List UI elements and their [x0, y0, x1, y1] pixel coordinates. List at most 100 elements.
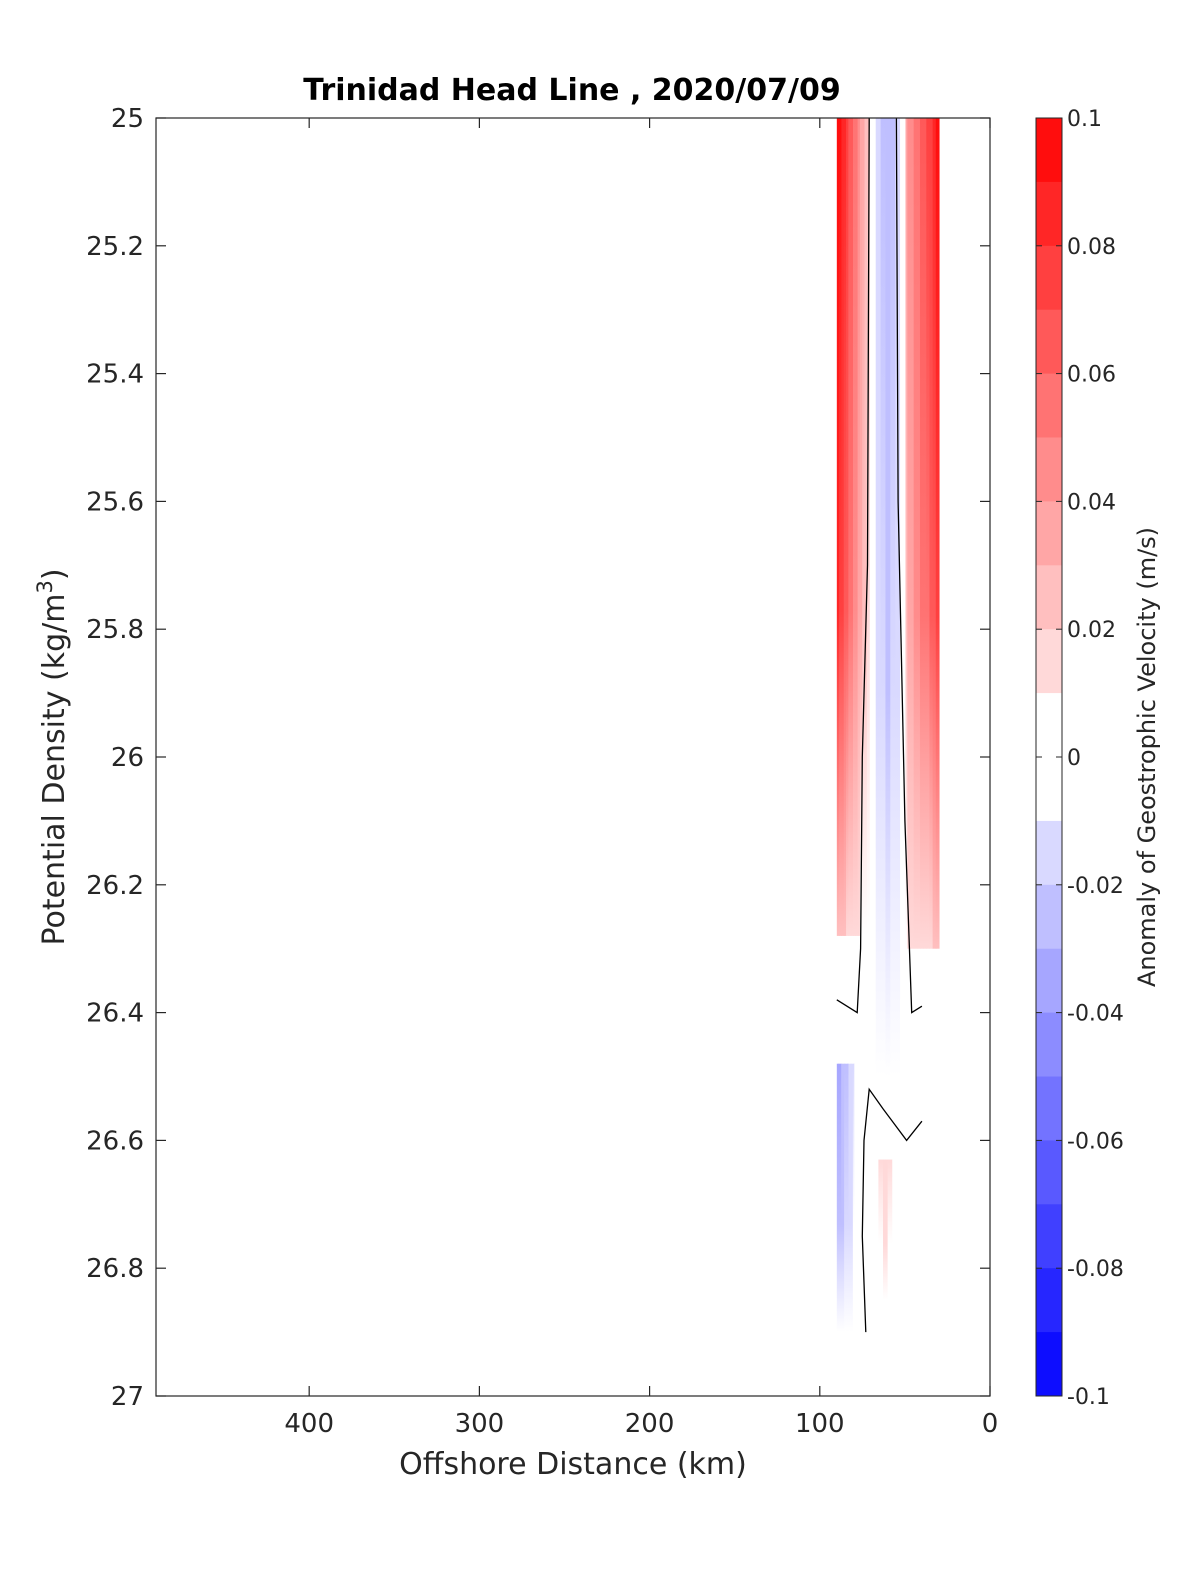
contour-fill-negative	[851, 1063, 854, 1333]
y-axis-label: Potential Density (kg/m3)	[33, 568, 72, 945]
contour-fill-negative	[900, 118, 904, 1077]
contour-fill-positive	[887, 1159, 891, 1301]
y-axis-label-superscript: 3	[33, 580, 57, 593]
contour-fill-positive	[899, 1159, 903, 1301]
contour-fill-positive	[846, 118, 849, 936]
x-tick-label: 400	[284, 1409, 334, 1439]
contour-fill-positive	[926, 118, 931, 949]
colorbar-tick-label: -0.08	[1067, 1257, 1124, 1282]
contour-fill-positive	[855, 118, 859, 936]
contour-fill-negative	[890, 118, 894, 1077]
colorbar-swatch	[1036, 309, 1062, 375]
colorbar-swatch	[1036, 565, 1062, 630]
contour-fill-positive	[850, 118, 854, 936]
contour-fill-positive	[871, 1159, 875, 1301]
colorbar-swatch	[1036, 693, 1062, 758]
y-tick-label: 26	[111, 743, 144, 773]
colorbar-swatch	[1036, 1332, 1062, 1397]
contour-fill-positive	[910, 118, 915, 949]
colorbar-tick-label: -0.04	[1067, 1002, 1124, 1027]
y-tick-label: 26.4	[86, 999, 144, 1029]
y-axis-label-main: Potential Density (kg/m	[37, 594, 72, 946]
colorbar-tick-label: 0.06	[1067, 363, 1116, 388]
colorbar-tick-label: 0.04	[1067, 490, 1116, 515]
colorbar-swatch	[1036, 373, 1062, 438]
contour-fill-positive	[848, 118, 852, 936]
colorbar-swatch	[1036, 1268, 1062, 1333]
contour-fill-positive	[932, 118, 937, 949]
y-tick-label: 26.8	[86, 1254, 144, 1284]
x-tick-label: 0	[982, 1409, 999, 1439]
contour-fill-positive	[892, 1159, 896, 1301]
y-tick-label: 26.2	[86, 871, 144, 901]
colorbar-swatch	[1036, 820, 1062, 886]
contour-fill-negative	[883, 118, 887, 1077]
contour-fill-positive	[896, 1159, 900, 1301]
colorbar-swatch	[1036, 1140, 1062, 1205]
contour-fill-negative	[875, 118, 879, 1077]
colorbar-swatch	[1036, 1204, 1062, 1269]
contour-fill-negative	[885, 118, 889, 1077]
colorbar-tick-label: 0.08	[1067, 235, 1116, 260]
colorbar-swatch	[1036, 629, 1062, 694]
zero-contour-line	[836, 117, 870, 1014]
contour-fill-negative	[841, 1063, 844, 1333]
contour-fill-positive	[935, 118, 940, 949]
contour-fill-positive	[894, 1159, 898, 1301]
contour-fill-negative	[892, 118, 896, 1077]
contour-fill-positive	[929, 118, 934, 949]
colorbar-tick-label: -0.06	[1067, 1129, 1124, 1154]
x-axis-label: Offshore Distance (km)	[399, 1447, 747, 1482]
colorbar-tick-label: -0.1	[1067, 1385, 1110, 1410]
contour-fill-negative	[887, 118, 891, 1077]
contour-fill-negative	[855, 1063, 858, 1333]
contour-fill-negative	[852, 1063, 855, 1333]
contour-fill-positive	[889, 1159, 893, 1301]
contour-fill-positive	[904, 118, 908, 949]
contour-fill-positive	[839, 118, 843, 936]
colorbar-swatch	[1036, 948, 1062, 1014]
y-tick-label: 25	[111, 104, 144, 134]
contour-fill-positive	[919, 118, 924, 949]
contour-fill-negative	[838, 1063, 841, 1333]
contour-fill-positive	[923, 118, 927, 949]
contour-fill-negative	[880, 118, 884, 1077]
contour-fill-positive	[843, 118, 847, 936]
contour-fill-positive	[916, 118, 921, 949]
contour-fill-positive	[864, 118, 868, 936]
contour-fill-positive	[873, 1159, 877, 1301]
contour-fill-negative	[842, 1063, 845, 1333]
contour-fill-negative	[847, 1063, 850, 1333]
contour-fill-positive	[913, 118, 918, 949]
y-tick-label: 25.8	[86, 615, 144, 645]
contour-fill-negative	[873, 118, 877, 1077]
colorbar-tick-label: 0.02	[1067, 618, 1116, 643]
colorbar-tick-label: -0.02	[1067, 874, 1124, 899]
contour-fill-positive	[857, 118, 861, 936]
contour-fill-positive	[862, 118, 866, 936]
colorbar-swatch	[1036, 757, 1062, 822]
x-tick-label: 200	[625, 1409, 675, 1439]
contour-regions	[836, 118, 940, 1333]
contour-fill-negative	[897, 118, 901, 1077]
contour-fill-negative	[854, 1063, 857, 1333]
contour-fill-negative	[902, 118, 906, 1077]
contour-fill-positive	[869, 1159, 873, 1301]
contour-fill-positive	[880, 1159, 884, 1301]
colorbar: 0.1 0.08 0.06 0.04 0.02 0 -0.02 -0.04 -0.06 -0.08…	[1035, 107, 1161, 1410]
contour-fill-negative	[870, 118, 874, 1077]
colorbar-swatch	[1036, 501, 1062, 566]
x-tick-label: 100	[795, 1409, 845, 1439]
contour-fill-positive	[883, 1159, 886, 1301]
contour-fill-negative	[836, 1063, 839, 1333]
colorbar-swatch	[1036, 181, 1062, 247]
colorbar-swatch	[1036, 245, 1062, 311]
colorbar-label: Anomaly of Geostrophic Velocity (m/s)	[1133, 527, 1161, 987]
contour-fill-negative	[895, 118, 899, 1077]
contour-fill-positive	[907, 118, 912, 949]
contour-fill-negative	[844, 1063, 847, 1333]
contour-fill-positive	[885, 1159, 889, 1301]
contour-fill-positive	[876, 1159, 879, 1301]
y-tick-label: 27	[111, 1382, 144, 1412]
